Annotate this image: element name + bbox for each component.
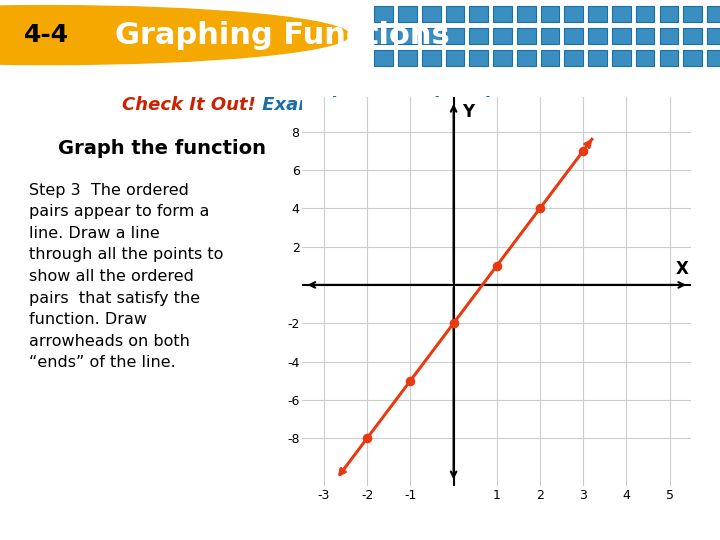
Bar (564, 28, 583, 44)
Bar (683, 50, 702, 66)
Text: 4-4: 4-4 (24, 23, 69, 47)
Bar (612, 6, 631, 23)
Bar (707, 28, 720, 44)
Bar (660, 6, 678, 23)
Text: Graphing Functions: Graphing Functions (115, 21, 450, 50)
Point (405, 376, 416, 385)
Bar (588, 50, 607, 66)
Bar (374, 50, 393, 66)
Point (448, 319, 459, 328)
Text: Step 3  The ordered
pairs appear to form a
line. Draw a line
through all the poi: Step 3 The ordered pairs appear to form … (29, 183, 223, 370)
Bar (493, 50, 512, 66)
Bar (517, 6, 536, 23)
Bar (422, 50, 441, 66)
Point (534, 204, 546, 213)
Text: Copyright © by Holt, Rinehart and Winston. All Rights Reserved.: Copyright © by Holt, Rinehart and Winsto… (302, 516, 706, 530)
Bar (398, 28, 417, 44)
Bar (564, 50, 583, 66)
Text: Check It Out!: Check It Out! (122, 96, 256, 114)
Bar (446, 6, 464, 23)
Bar (541, 28, 559, 44)
Bar (707, 50, 720, 66)
Bar (422, 6, 441, 23)
Bar (612, 50, 631, 66)
Bar (660, 28, 678, 44)
Text: Y: Y (462, 103, 474, 121)
Text: Example 2a Continued: Example 2a Continued (256, 96, 489, 114)
Bar (541, 6, 559, 23)
Bar (517, 28, 536, 44)
Bar (636, 28, 654, 44)
Bar (612, 28, 631, 44)
Text: (x): (x) (330, 139, 360, 158)
Bar (469, 6, 488, 23)
Bar (446, 50, 464, 66)
Bar (469, 28, 488, 44)
Bar (564, 6, 583, 23)
Bar (683, 28, 702, 44)
Text: X: X (676, 260, 689, 278)
Text: f: f (313, 139, 322, 158)
Bar (374, 28, 393, 44)
Point (361, 434, 373, 442)
Bar (588, 28, 607, 44)
Bar (398, 50, 417, 66)
Bar (493, 6, 512, 23)
Point (577, 146, 589, 155)
Point (491, 261, 503, 270)
Bar (636, 50, 654, 66)
Bar (398, 6, 417, 23)
Bar (541, 50, 559, 66)
Bar (517, 50, 536, 66)
Bar (636, 6, 654, 23)
Bar (422, 28, 441, 44)
Bar (588, 6, 607, 23)
Bar (469, 50, 488, 66)
Bar (493, 28, 512, 44)
Text: Holt Algebra 1: Holt Algebra 1 (14, 516, 114, 530)
Text: = 3x – 2.: = 3x – 2. (366, 139, 466, 158)
Circle shape (0, 5, 349, 65)
Bar (707, 6, 720, 23)
Bar (683, 6, 702, 23)
Bar (374, 6, 393, 23)
Bar (446, 28, 464, 44)
Bar (660, 50, 678, 66)
Text: Graph the function: Graph the function (58, 139, 272, 158)
